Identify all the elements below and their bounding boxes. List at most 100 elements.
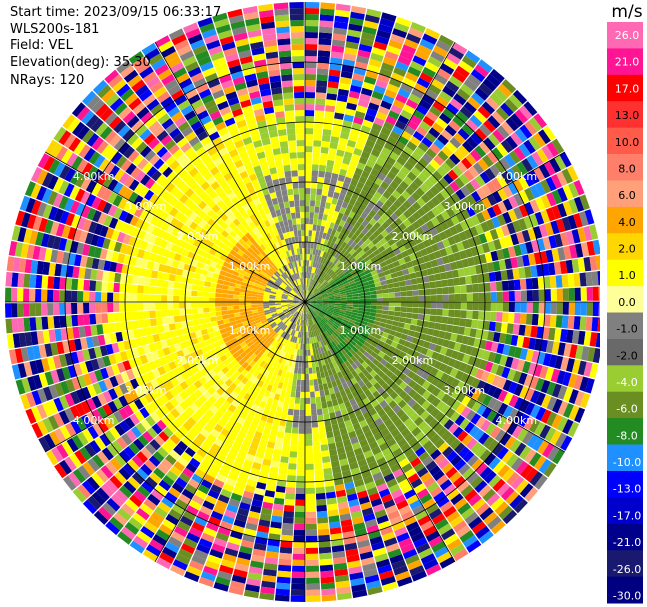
range-gate [458,173,470,185]
range-gate [400,302,407,307]
range-gate [305,158,312,165]
range-gate [458,60,474,74]
range-gate [314,110,325,117]
range-gate [342,268,349,274]
range-gate [345,190,354,198]
range-gate [197,313,205,319]
range-gate [332,39,346,47]
range-gate [410,114,422,126]
range-gate [317,284,322,290]
range-gate [346,299,353,302]
range-gate [374,177,383,186]
range-gate [347,264,354,271]
range-gate [365,259,373,266]
range-gate [351,192,359,201]
range-gate [345,253,352,260]
range-gate [312,367,317,374]
range-gate [227,302,234,307]
range-gate [347,255,354,262]
range-gate [386,156,396,166]
range-gate [323,177,331,185]
range-gate [441,145,453,158]
range-gate [95,280,102,292]
range-gate [329,241,335,249]
range-gate [311,421,319,428]
range-gate [409,135,421,147]
range-gate [305,44,318,51]
range-gate [320,8,335,16]
range-gate [316,243,321,250]
range-gate [336,199,344,207]
range-gate [5,318,13,334]
range-gate [478,292,485,302]
range-gate [460,293,467,302]
range-gate [455,189,466,200]
range-gate [333,223,339,231]
range-gate [460,83,474,97]
range-gate [306,541,318,548]
range-gate [350,11,365,20]
range-gate [320,201,326,208]
range-gate [343,114,354,123]
range-gate [381,147,392,157]
range-gate [335,3,351,12]
range-gate [233,294,240,299]
range-gate [305,373,310,380]
range-gate [306,278,309,285]
range-gate [376,186,386,195]
range-gate [379,195,388,204]
range-gate [551,138,565,154]
range-gate [322,462,332,469]
range-gate [197,307,204,314]
range-gate [364,295,371,299]
range-gate [23,317,31,332]
range-gate [309,212,314,219]
range-gate [333,191,340,200]
range-gate [360,150,371,160]
range-gate [336,281,343,286]
range-gate [199,323,207,330]
range-gate [389,151,400,161]
range-gate [381,12,397,22]
range-gate [502,291,509,302]
range-gate [382,56,397,67]
range-gate [335,218,342,226]
range-gate [101,292,108,302]
range-gate [319,286,325,292]
range-gate [439,112,452,125]
range-gate [155,310,162,318]
range-gate [310,248,314,255]
range-gate [227,309,234,315]
range-gate [431,206,441,217]
range-gate [377,225,385,234]
range-gate [308,272,312,279]
range-gate [391,190,401,200]
range-gate [519,105,533,120]
range-gate [381,314,388,320]
range-gate [305,260,307,266]
range-gate [307,272,310,279]
range-gate [185,296,192,302]
range-gate [501,121,515,135]
range-gate [394,306,401,312]
range-gate [144,319,151,328]
range-gate [429,159,441,170]
range-gate [322,280,328,286]
range-gate [345,261,352,268]
range-gate [331,264,337,271]
range-gate [311,361,316,368]
range-gate [380,229,389,238]
range-gate [125,283,132,293]
range-gate [331,273,338,280]
range-gate [341,234,348,242]
range-gate [53,315,61,329]
range-gate [315,92,327,99]
range-gate [357,269,364,275]
range-gate [342,120,353,128]
range-gate [400,109,413,120]
range-gate [524,120,538,136]
range-gate [301,373,305,380]
range-gate [306,553,319,560]
range-gate [318,170,326,178]
range-gate [546,141,559,157]
